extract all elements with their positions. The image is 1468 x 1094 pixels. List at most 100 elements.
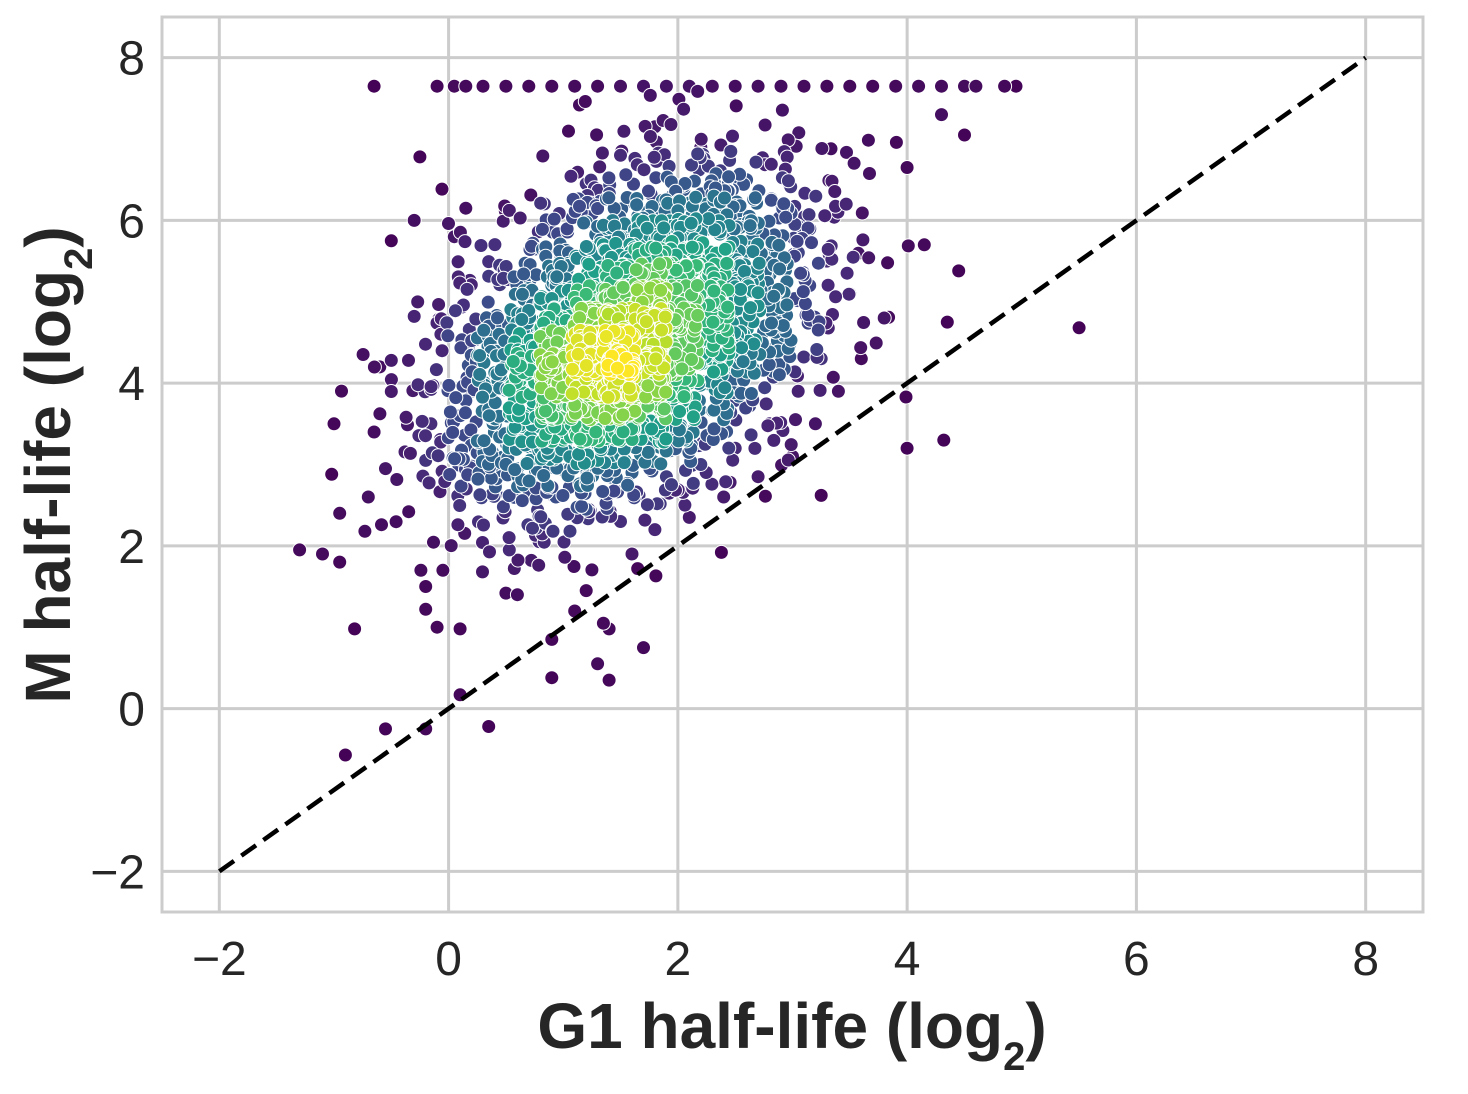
scatter-point [693,131,709,147]
scatter-point [790,383,806,399]
scatter-point [727,78,743,94]
scatter-point [817,208,833,224]
scatter-point [801,207,817,223]
scatter-point [588,424,604,440]
scatter-point [742,218,758,234]
scatter-point [557,549,573,565]
scatter-point [600,389,616,405]
scatter-point [579,470,595,486]
scatter-point [578,358,594,373]
scatter-point [810,255,826,271]
scatter-point [839,144,854,160]
scatter-point [825,369,841,385]
scatter-point [779,297,795,313]
scatter-point [472,487,488,503]
scatter-point [888,78,904,94]
scatter-point [648,351,664,367]
scatter-point [854,205,870,221]
scatter-point [795,284,811,300]
scatter-point [594,145,610,161]
scatter-point [372,406,388,422]
scatter-point [475,78,491,94]
scatter-point [429,619,445,635]
scatter-point [535,148,551,164]
scatter-point [720,299,736,315]
scatter-point [911,78,927,94]
scatter-point [856,315,872,330]
scatter-point [664,477,679,493]
scatter-point [505,354,521,369]
scatter-point [458,78,474,94]
scatter-point [814,141,830,156]
scatter-point [789,233,805,249]
scatter-point [332,554,348,570]
scatter-point [783,437,799,453]
scatter-point [810,322,826,338]
scatter-point [452,498,468,513]
scatter-point [865,78,881,94]
scatter-point [450,254,466,270]
scatter-point [332,505,348,521]
scatter-point [676,389,692,405]
scatter-point [430,448,446,464]
scatter-point [412,149,428,165]
scatter-point [725,128,740,144]
y-tick-label: −2 [90,846,145,899]
scatter-point [656,220,672,236]
scatter-point [723,143,739,159]
scatter-point [512,210,528,226]
scatter-point [442,467,458,482]
scatter-point [830,383,846,399]
scatter-point [957,127,972,143]
scatter-point [771,237,787,253]
scatter-point [374,517,389,533]
scatter-point [473,238,489,253]
scatter-point [648,240,664,256]
scatter-point [788,412,803,428]
scatter-point [423,379,439,395]
scatter-point [616,123,632,139]
scatter-point [796,78,812,94]
y-tick-label: 0 [118,684,145,737]
scatter-point [545,523,561,539]
scatter-point [706,283,722,299]
scatter-point [450,517,466,533]
scatter-point [490,310,505,326]
scatter-point [641,183,656,199]
scatter-point [968,78,984,94]
scatter-point [690,307,706,323]
scatter-point [880,255,896,271]
scatter-point [514,493,530,509]
scatter-point [581,256,597,272]
scatter-point [476,322,492,338]
scatter-point [472,366,488,382]
scatter-point [796,349,812,365]
scatter-point [480,294,496,310]
scatter-point [701,211,716,227]
scatter-point [360,489,376,505]
scatter-point [410,377,426,393]
scatter-point [638,314,654,330]
x-tick-label: 2 [665,933,692,986]
scatter-point [647,522,663,538]
scatter-point [601,190,617,206]
scatter-point [589,127,605,143]
scatter-point [475,389,490,405]
scatter-point [457,405,473,421]
scatter-point [846,155,862,171]
scatter-point [618,167,634,183]
y-tick-label: 4 [118,358,145,411]
scatter-point [842,78,858,94]
scatter-point [410,294,426,310]
scatter-point [590,78,606,94]
scatter-point [357,523,373,539]
scatter-point [845,249,861,265]
y-tick-label: 2 [118,521,145,574]
x-tick-label: 8 [1352,933,1379,986]
scatter-point [653,282,669,298]
scatter-point [481,719,497,734]
scatter-point [383,233,399,249]
scatter-point [519,456,535,471]
scatter-point [750,469,766,485]
scatter-point [780,173,796,189]
